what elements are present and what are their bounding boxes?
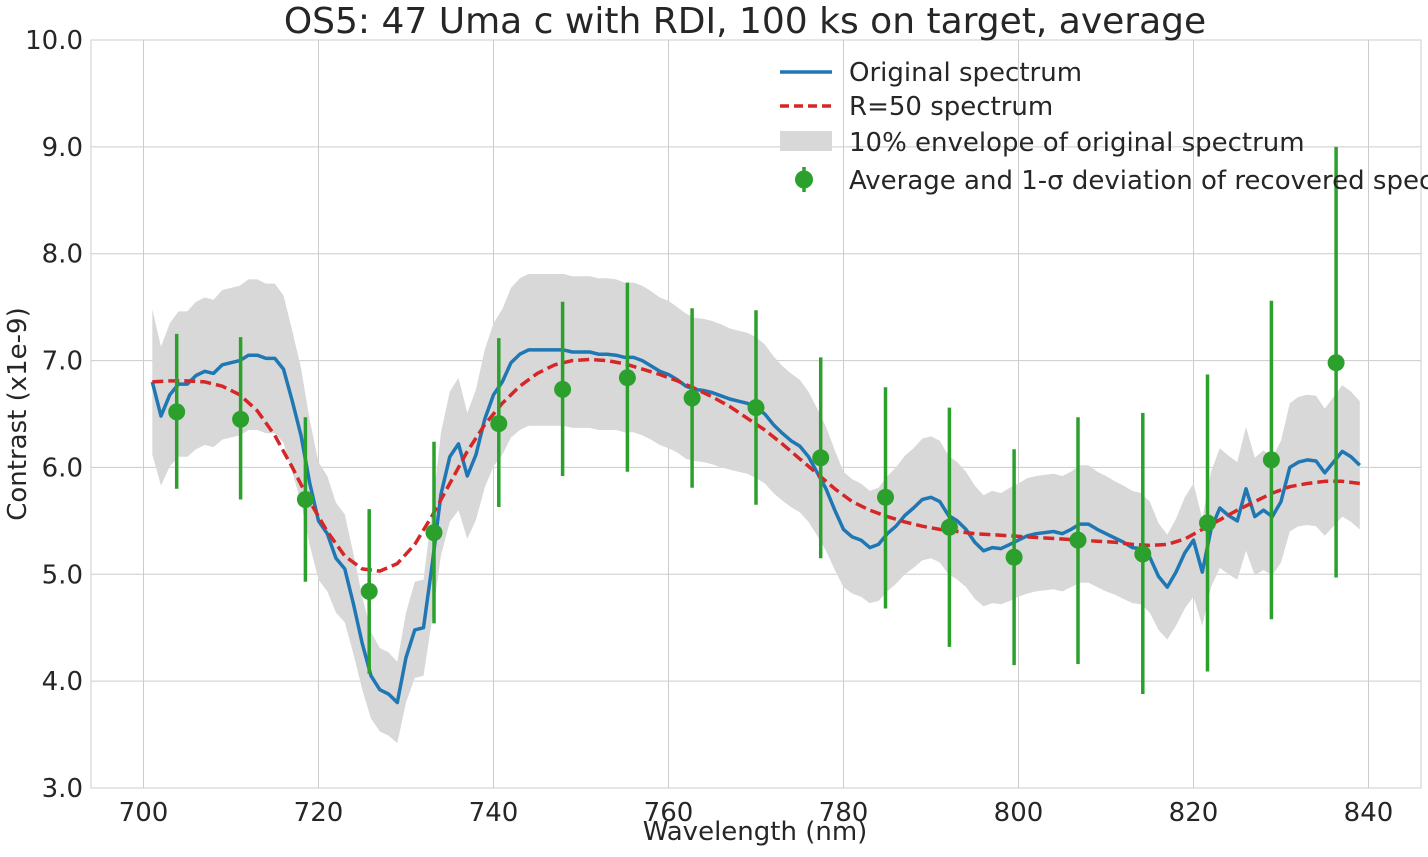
- envelope-layer: [152, 274, 1360, 744]
- recovered-point: [425, 524, 443, 542]
- y-tick-label: 8.0: [42, 240, 83, 270]
- x-tick-label: 800: [994, 798, 1044, 828]
- recovered-point: [1069, 531, 1087, 549]
- x-axis-label: Wavelength (nm): [643, 817, 868, 847]
- recovered-point: [1262, 451, 1280, 469]
- tick-labels: 700 720 740 760 780 800 820 840 3.0 4.0 5.0 6.0 7.0 8…: [25, 26, 1393, 828]
- x-tick-label: 720: [294, 798, 344, 828]
- envelope-band: [152, 274, 1360, 744]
- y-tick-label: 10.0: [25, 26, 83, 56]
- plot-frame: [90, 39, 1422, 789]
- recovered-point: [554, 380, 572, 398]
- legend-envelope-symbol: [780, 131, 832, 151]
- legend-recovered-label: Average and 1-σ deviation of recovered s…: [849, 166, 1428, 196]
- recovered-point: [360, 582, 378, 600]
- recovered-point: [1327, 354, 1345, 372]
- recovered-point: [618, 369, 636, 387]
- y-tick-label: 3.0: [42, 774, 83, 804]
- x-tick-label: 760: [644, 798, 694, 828]
- recovered-point: [1005, 548, 1023, 566]
- errorbar-layer: [168, 146, 1345, 694]
- recovered-point: [1199, 514, 1216, 532]
- legend-original-label: Original spectrum: [849, 58, 1082, 88]
- recovered-point: [940, 518, 958, 536]
- legend-envelope-label: 10% envelope of original spectrum: [849, 128, 1305, 158]
- legend: Original spectrum R=50 spectrum 10% enve…: [780, 58, 1428, 196]
- y-tick-label: 4.0: [42, 667, 83, 697]
- y-tick-label: 6.0: [42, 453, 83, 483]
- y-tick-label: 9.0: [42, 133, 83, 163]
- x-tick-label: 780: [819, 798, 869, 828]
- chart-title: OS5: 47 Uma c with RDI, 100 ks on target…: [284, 1, 1206, 42]
- recovered-point: [232, 410, 250, 428]
- recovered-point: [168, 403, 186, 421]
- y-tick-label: 7.0: [42, 347, 83, 377]
- legend-recovered-marker-symbol: [795, 170, 813, 189]
- recovered-point: [683, 389, 701, 407]
- x-tick-label: 740: [469, 798, 519, 828]
- recovered-point: [747, 399, 765, 417]
- recovered-point: [812, 449, 830, 467]
- y-tick-label: 5.0: [42, 560, 83, 590]
- recovered-point: [490, 415, 508, 433]
- recovered-point: [1134, 545, 1152, 563]
- x-tick-label: 840: [1344, 798, 1394, 828]
- x-tick-label: 820: [1169, 798, 1219, 828]
- y-axis-label: Contrast (x1e-9): [3, 307, 33, 521]
- legend-r50-label: R=50 spectrum: [849, 92, 1053, 122]
- recovered-point: [296, 491, 314, 508]
- x-tick-label: 700: [119, 798, 169, 828]
- recovered-point: [877, 488, 894, 506]
